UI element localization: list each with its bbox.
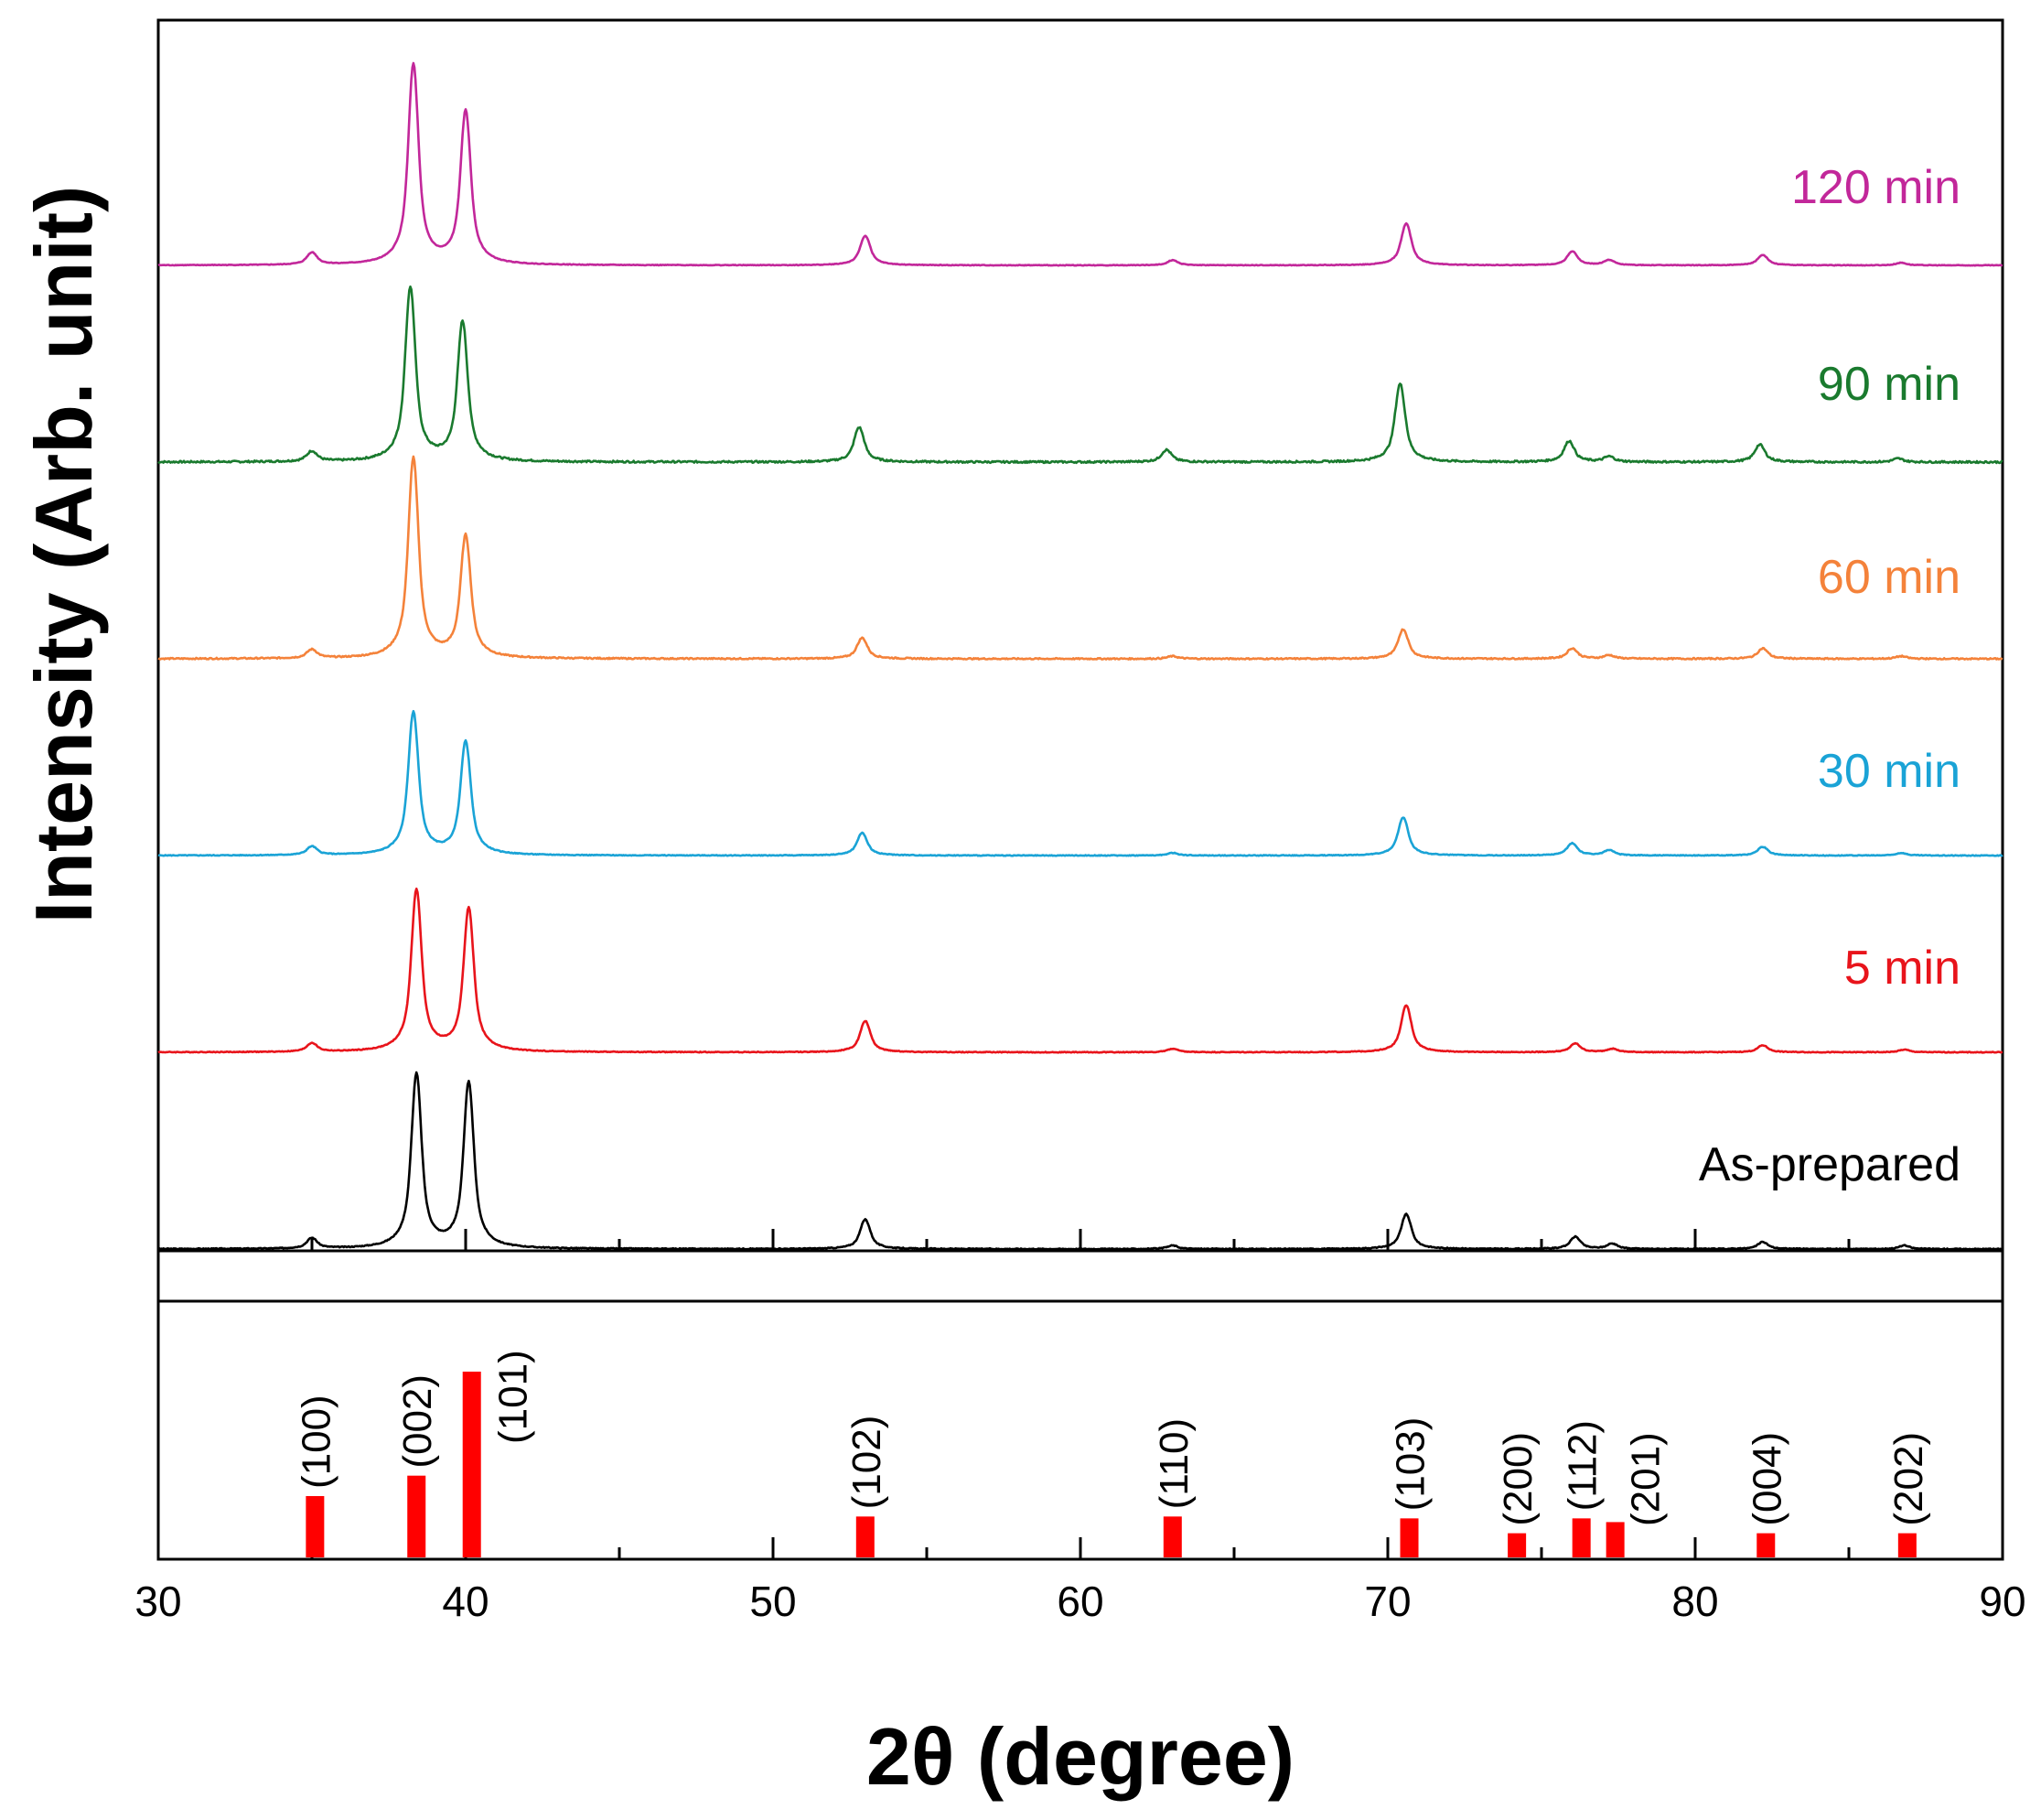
series-line-5-min bbox=[157, 888, 2003, 1054]
series-label: As-prepared bbox=[1699, 1138, 1960, 1191]
series-line-30-min bbox=[157, 709, 2003, 857]
x-tick-label: 30 bbox=[134, 1578, 181, 1625]
reference-bar bbox=[1756, 1533, 1776, 1557]
x-tick-label: 40 bbox=[442, 1578, 489, 1625]
series-label: 120 min bbox=[1791, 161, 1960, 214]
reference-peak-label: (112) bbox=[1561, 1420, 1606, 1511]
reference-peak-label: (101) bbox=[491, 1350, 536, 1444]
reference-peak-label: (102) bbox=[844, 1416, 889, 1510]
x-tick-label: 50 bbox=[749, 1578, 796, 1625]
series-labels: As-prepared 5 min 30 min 60 min 90 min 120 mi… bbox=[1699, 161, 1960, 1191]
reference-bar bbox=[1508, 1533, 1527, 1557]
reference-peak-label: (103) bbox=[1389, 1417, 1434, 1512]
reference-peak-label: (202) bbox=[1886, 1432, 1931, 1526]
series-line-120-min bbox=[157, 61, 2003, 267]
x-tick-labels: 30 40 50 60 70 80 90 bbox=[134, 1578, 2025, 1625]
reference-peak-label: (200) bbox=[1496, 1432, 1541, 1526]
x-tick-label: 70 bbox=[1364, 1578, 1411, 1625]
reference-bar bbox=[306, 1496, 325, 1557]
series-line-60-min bbox=[157, 455, 2003, 661]
reference-bar bbox=[1606, 1522, 1625, 1557]
series-label: 60 min bbox=[1818, 551, 1960, 604]
reference-peak-label: (004) bbox=[1745, 1432, 1789, 1526]
lower-x-ticks bbox=[156, 1537, 2004, 1559]
reference-bar bbox=[1400, 1518, 1419, 1557]
reference-peak-label: (100) bbox=[294, 1395, 338, 1489]
y-axis-title: Intensity (Arb. unit) bbox=[18, 186, 109, 924]
reference-bar bbox=[407, 1475, 426, 1557]
x-tick-label: 90 bbox=[1979, 1578, 2025, 1625]
series-label: 5 min bbox=[1844, 942, 1960, 995]
series-label: 90 min bbox=[1818, 358, 1960, 411]
reference-bar bbox=[1163, 1516, 1182, 1557]
series-label: 30 min bbox=[1818, 745, 1960, 798]
series-line-as-prepared bbox=[157, 1071, 2003, 1251]
reference-peak-label: (002) bbox=[395, 1374, 440, 1469]
x-axis-title: 2θ (degree) bbox=[866, 1711, 1294, 1802]
reference-bar bbox=[1897, 1533, 1917, 1557]
reference-bar bbox=[855, 1516, 875, 1557]
reference-peaks bbox=[306, 1372, 1917, 1557]
upper-x-ticks bbox=[156, 1229, 2004, 1251]
x-tick-label: 60 bbox=[1057, 1578, 1103, 1625]
series-group bbox=[157, 61, 2003, 1251]
reference-bar bbox=[1572, 1518, 1591, 1557]
reference-peak-label: (201) bbox=[1624, 1432, 1669, 1526]
reference-peak-labels: (100) (002) (101) (102) (110) (103) (200) (112)… bbox=[294, 1350, 1930, 1526]
x-tick-label: 80 bbox=[1671, 1578, 1718, 1625]
reference-bar bbox=[462, 1372, 481, 1557]
reference-peak-label: (110) bbox=[1152, 1418, 1197, 1509]
upper-plot-frame bbox=[156, 18, 2004, 1303]
series-line-90-min bbox=[157, 285, 2003, 465]
